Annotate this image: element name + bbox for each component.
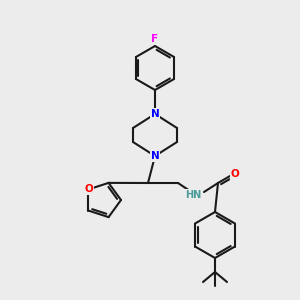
Text: F: F	[152, 34, 159, 44]
Text: N: N	[151, 109, 159, 119]
Text: HN: HN	[185, 190, 201, 200]
Text: N: N	[151, 151, 159, 161]
Text: O: O	[231, 169, 239, 179]
Text: O: O	[84, 184, 93, 194]
